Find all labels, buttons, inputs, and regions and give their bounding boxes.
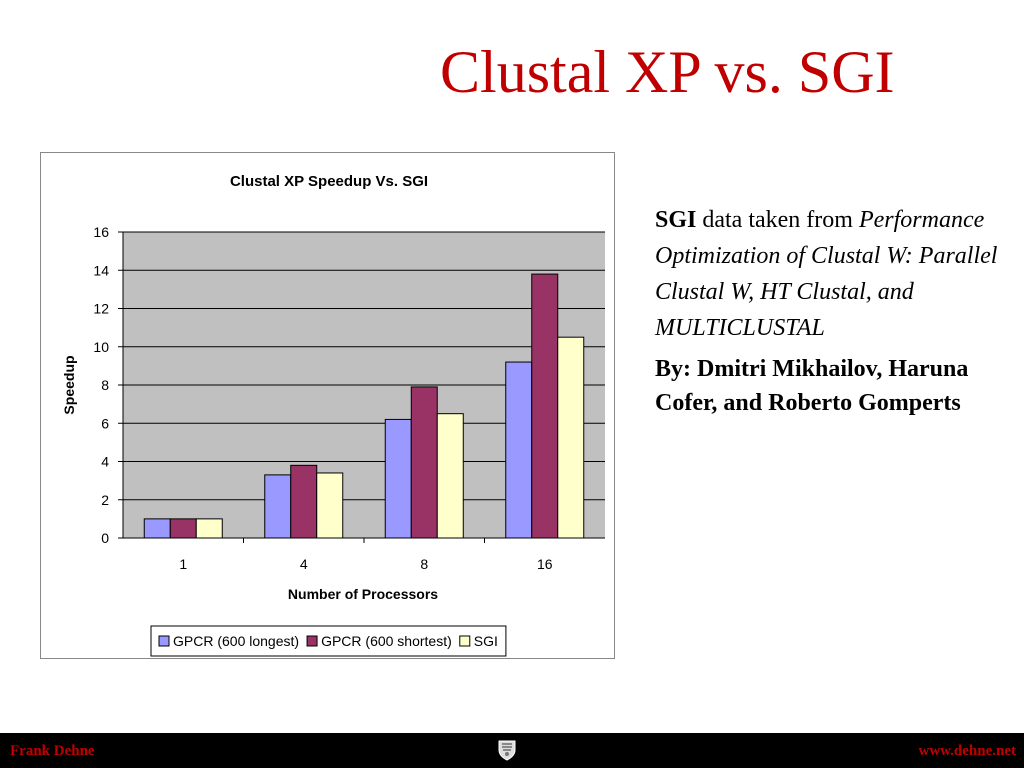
x-tick-label: 1	[179, 556, 187, 572]
y-tick-label: 10	[93, 339, 109, 355]
bar	[557, 336, 585, 539]
bar	[436, 413, 464, 539]
bar	[531, 273, 559, 539]
legend-label: SGI	[474, 633, 498, 649]
x-tick-label: 16	[537, 556, 553, 572]
x-tick-label: 8	[420, 556, 428, 572]
source-text: data taken from	[696, 207, 859, 233]
bar	[195, 518, 223, 539]
chart-title: Clustal XP Speedup Vs. SGI	[230, 173, 428, 190]
y-tick-label: 8	[101, 377, 109, 393]
y-axis-label: Speedup	[61, 355, 77, 414]
legend-label: GPCR (600 longest)	[173, 633, 299, 649]
bar	[384, 418, 412, 539]
bar	[316, 472, 344, 539]
bar	[505, 361, 533, 539]
bar	[290, 464, 318, 539]
y-tick-label: 16	[93, 224, 109, 240]
bar-chart: Clustal XP Speedup Vs. SGI 0246810121416…	[61, 173, 605, 657]
legend-swatch	[306, 635, 318, 647]
footer-author: Frank Dehne	[10, 743, 95, 759]
university-crest-icon	[498, 740, 516, 761]
y-tick-label: 4	[101, 454, 109, 470]
y-tick-label: 6	[101, 415, 109, 431]
footer-website: www.dehne.net	[918, 743, 1016, 759]
x-axis-label: Number of Processors	[288, 586, 438, 602]
bar	[410, 386, 438, 539]
y-tick-label: 2	[101, 492, 109, 508]
source-title: Performance Optimization of Clustal W: P…	[655, 207, 998, 341]
y-tick-label: 0	[101, 530, 109, 546]
legend-swatch	[459, 635, 471, 647]
authors: By: Dmitri Mikhailov, Haruna Cofer, and …	[655, 356, 969, 416]
bar	[264, 474, 292, 539]
source-citation: SGI data taken from Performance Optimiza…	[655, 202, 1005, 346]
source-note: SGI data taken from Performance Optimiza…	[655, 202, 1005, 420]
y-tick-label: 12	[93, 301, 109, 317]
x-tick-label: 4	[300, 556, 308, 572]
bar	[169, 518, 197, 539]
y-tick-label: 14	[93, 262, 109, 278]
chart-frame: Clustal XP Speedup Vs. SGI 0 2 4 6 8 10 12 14 16…	[40, 152, 615, 659]
legend-label: GPCR (600 shortest)	[321, 633, 452, 649]
slide-title: Clustal XP vs. SGI	[440, 39, 895, 105]
footer-bar: Frank Dehne www.dehne.net	[0, 733, 1024, 768]
source-lead: SGI	[655, 207, 697, 233]
bar	[143, 518, 171, 539]
legend-box	[150, 625, 507, 657]
legend-swatch	[158, 635, 170, 647]
